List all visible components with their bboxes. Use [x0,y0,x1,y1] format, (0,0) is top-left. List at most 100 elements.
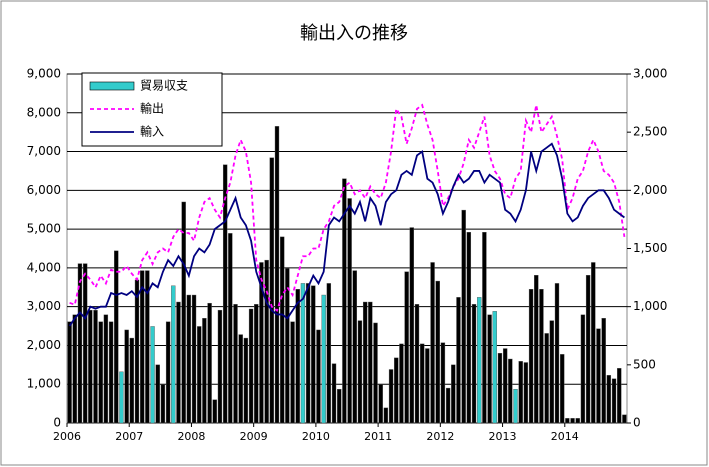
bar [103,314,109,424]
bar [497,353,503,424]
bar [554,283,560,424]
bar [591,262,596,424]
bar [186,294,192,424]
bar [321,294,326,424]
bar [150,326,155,424]
bar [456,297,461,424]
x-tick-label: 2011 [364,430,392,443]
bar [388,369,394,424]
bar [77,263,83,424]
bar [134,279,140,424]
bar [222,164,228,424]
bar [352,270,357,424]
bar [93,309,98,424]
x-tick-label: 2010 [302,430,330,443]
bar [254,304,259,424]
bar [596,328,601,424]
line-series [68,142,625,327]
x-tick-label: 2013 [489,430,517,443]
bar [539,289,544,424]
bar [502,348,508,424]
bar [492,311,497,424]
bar [611,378,617,424]
x-tick-label: 2014 [551,430,579,443]
bar [544,333,549,424]
bar [435,280,440,424]
bar [197,326,202,424]
x-tick-label: 2009 [240,430,268,443]
bar [155,364,160,424]
y2-tick-label: 1,500 [633,241,667,255]
bar [108,321,114,424]
bar [585,275,591,424]
bar [513,389,518,424]
x-tick-label: 2012 [426,430,454,443]
bar [337,389,342,424]
bar [140,270,145,424]
bar [565,418,570,424]
bar [228,233,233,424]
x-tick-label: 2008 [177,430,205,443]
legend-swatch [89,81,135,91]
bar [88,309,93,424]
y-tick-label: 9,000 [27,67,61,81]
bar [451,364,456,424]
bar [207,302,212,424]
bar [440,342,446,424]
bar [176,301,181,424]
bar [425,348,430,424]
bar [570,418,575,424]
bar [399,343,404,424]
bar [477,297,482,424]
legend-label: 貿易収支 [140,79,188,93]
bar [124,329,129,424]
y-tick-label: 1,000 [27,377,61,391]
bar [560,354,565,424]
bar [466,232,472,424]
bar [119,371,124,424]
bar [373,322,378,424]
bar [430,262,435,424]
y-tick-label: 7,000 [27,144,61,158]
bar [404,271,409,424]
bar [82,263,88,424]
y-tick-label: 5,000 [27,222,61,236]
y-tick-label: 3,000 [27,299,61,313]
bar [243,337,249,424]
bar [274,126,280,424]
bar [165,321,171,424]
bar [248,308,254,424]
bar [528,289,534,424]
line-series [69,103,626,313]
bar [471,304,477,424]
bar [487,314,492,424]
bar [181,201,186,424]
y-tick-label: 0 [53,416,61,430]
bar [290,321,295,424]
bar [160,384,166,424]
bar [238,334,243,424]
bar [368,301,373,424]
bar [129,337,134,424]
bar [331,363,337,424]
bar [580,314,586,424]
bar [549,320,554,424]
legend-label: 輸出 [140,101,164,116]
x-tick-label: 2006 [53,430,81,443]
bar [326,283,332,424]
bar [280,236,285,424]
bar [259,262,264,424]
bar [191,294,197,424]
bar [311,285,316,424]
bar [414,304,420,424]
bar [98,321,103,424]
bar [67,321,72,424]
bar [601,318,606,424]
chart-title: 輸出入の推移 [300,23,408,44]
bar [461,209,466,424]
bar [482,232,487,424]
bar [534,275,539,424]
bar [264,259,269,424]
bar [622,414,627,424]
